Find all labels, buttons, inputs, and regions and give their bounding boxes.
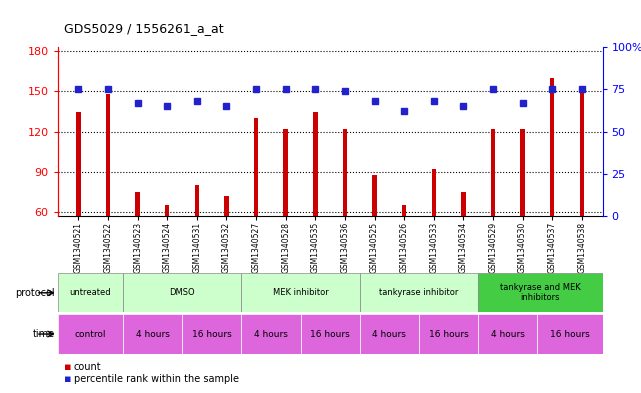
Text: 16 hours: 16 hours: [192, 330, 231, 338]
Text: 16 hours: 16 hours: [550, 330, 590, 338]
Bar: [360, 314, 419, 354]
Bar: [106, 94, 110, 216]
Text: tankyrase inhibitor: tankyrase inhibitor: [379, 288, 459, 297]
Text: tankyrase and MEK
inhibitors: tankyrase and MEK inhibitors: [500, 283, 581, 302]
Bar: [301, 314, 360, 354]
Text: ▪: ▪: [64, 374, 72, 384]
Bar: [135, 192, 140, 216]
Text: time: time: [32, 329, 54, 339]
Bar: [431, 169, 436, 216]
Bar: [224, 196, 229, 216]
Bar: [195, 185, 199, 216]
Bar: [58, 273, 123, 312]
Text: GDS5029 / 1556261_a_at: GDS5029 / 1556261_a_at: [64, 22, 224, 35]
Bar: [550, 78, 554, 216]
Text: protocol: protocol: [15, 288, 54, 298]
Text: 4 hours: 4 hours: [135, 330, 169, 338]
Bar: [182, 314, 241, 354]
Text: count: count: [74, 362, 101, 373]
Bar: [402, 206, 406, 216]
Text: 4 hours: 4 hours: [372, 330, 406, 338]
Bar: [579, 92, 584, 216]
Text: control: control: [74, 330, 106, 338]
Bar: [58, 314, 123, 354]
Bar: [165, 206, 169, 216]
Bar: [360, 273, 478, 312]
Text: DMSO: DMSO: [169, 288, 195, 297]
Text: 4 hours: 4 hours: [254, 330, 288, 338]
Text: MEK inhibitor: MEK inhibitor: [272, 288, 328, 297]
Bar: [520, 129, 525, 216]
Bar: [537, 314, 603, 354]
Text: ▪: ▪: [64, 362, 72, 373]
Bar: [313, 112, 317, 216]
Text: 16 hours: 16 hours: [310, 330, 350, 338]
Bar: [76, 112, 81, 216]
Bar: [123, 273, 241, 312]
Bar: [241, 314, 301, 354]
Bar: [372, 174, 377, 216]
Bar: [123, 314, 182, 354]
Bar: [478, 273, 603, 312]
Bar: [478, 314, 537, 354]
Text: 4 hours: 4 hours: [491, 330, 525, 338]
Text: percentile rank within the sample: percentile rank within the sample: [74, 374, 238, 384]
Bar: [419, 314, 478, 354]
Bar: [343, 129, 347, 216]
Bar: [241, 273, 360, 312]
Text: untreated: untreated: [69, 288, 111, 297]
Text: 16 hours: 16 hours: [429, 330, 469, 338]
Bar: [491, 129, 495, 216]
Bar: [283, 129, 288, 216]
Bar: [254, 118, 258, 216]
Bar: [461, 192, 465, 216]
